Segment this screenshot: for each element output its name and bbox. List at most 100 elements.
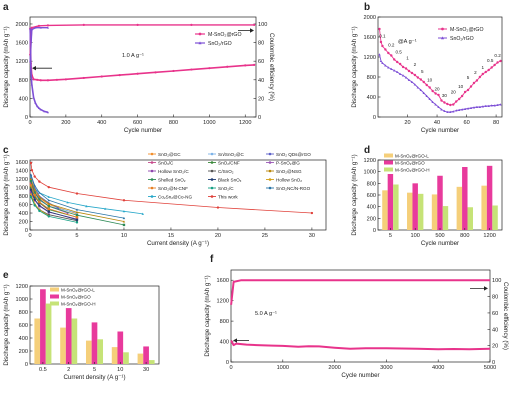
y2-axis-label: Coulombic efficiency (%): [268, 33, 275, 101]
data-point: [33, 184, 36, 187]
bar: [393, 184, 399, 230]
data-point: [47, 195, 50, 198]
data-point: [460, 108, 464, 111]
x-tick-label: 2000: [328, 365, 340, 371]
legend-label: M-SnO₂@rGO: [208, 32, 242, 38]
legend-marker: [268, 169, 272, 173]
data-point: [30, 26, 33, 29]
y-axis-label: Discharge capacity (mAh g⁻¹): [351, 154, 358, 235]
x-tick-label: 500: [435, 233, 444, 239]
data-point: [410, 80, 414, 83]
data-point: [226, 65, 229, 68]
data-point: [39, 108, 42, 111]
right-arrow-head: [484, 286, 488, 291]
y-tick-label: 1200: [217, 299, 229, 305]
data-point: [29, 173, 33, 176]
data-point: [38, 180, 41, 183]
data-point: [398, 62, 402, 66]
legend-label: Sn/SnO₂@C: [218, 152, 245, 157]
legend-marker: [198, 32, 202, 36]
y-tick-label: 800: [367, 75, 376, 81]
data-point: [487, 68, 490, 72]
data-point: [425, 94, 428, 97]
y2-tick-label: 0: [492, 360, 495, 366]
rate-label: 0.2: [388, 43, 395, 48]
legend-swatch: [384, 160, 393, 165]
rate-label: 2: [414, 62, 417, 67]
data-point: [29, 69, 32, 72]
legend-label: Co₂Sn₂@Co-NG: [158, 195, 192, 200]
data-point: [75, 210, 79, 214]
x-axis-label: Cycle number: [421, 127, 459, 134]
data-point: [490, 104, 493, 107]
data-point: [404, 76, 408, 79]
legend-label: SnO₂/rGO: [208, 41, 232, 47]
bar: [71, 318, 78, 364]
rate-label: 0.2: [494, 53, 501, 58]
bar: [412, 183, 418, 230]
legend-marker: [210, 186, 214, 190]
y-tick-label: 400: [220, 340, 229, 346]
data-point: [85, 205, 88, 208]
data-point: [122, 220, 126, 223]
bar: [65, 308, 72, 364]
data-point: [47, 199, 50, 202]
x-tick-label: 800: [169, 120, 178, 126]
data-point: [484, 104, 487, 107]
rate-label: 0.5: [487, 58, 494, 63]
y-axis-label: Discharge capacity (mAh g⁻¹): [351, 26, 358, 107]
x-tick-label: 100: [411, 233, 420, 239]
legend-marker: [150, 161, 154, 164]
y2-tick-label: 20: [492, 344, 498, 350]
data-point: [463, 90, 467, 94]
data-point: [56, 206, 60, 209]
data-point: [33, 198, 36, 201]
data-point: [466, 107, 470, 110]
data-point: [29, 177, 33, 181]
bar: [85, 340, 92, 364]
data-point: [384, 64, 387, 67]
bar: [486, 165, 493, 230]
x-tick-label: 3000: [380, 365, 392, 371]
bar: [97, 339, 104, 364]
legend-marker: [150, 169, 154, 173]
data-point: [118, 74, 121, 77]
data-point: [75, 208, 79, 211]
x-tick-label: 0: [229, 365, 232, 371]
panel-letter: c: [3, 145, 9, 156]
y-tick-label: 2000: [364, 15, 376, 21]
rate-label: 1: [406, 56, 409, 61]
legend-label: P-SnO₂@G: [276, 161, 300, 166]
bar: [117, 331, 124, 364]
data-point: [472, 81, 476, 85]
y-tick-label: 0: [25, 115, 28, 121]
data-point: [75, 221, 79, 224]
data-point: [37, 24, 41, 27]
data-point: [33, 175, 36, 178]
y-tick-label: 600: [19, 203, 28, 209]
bar: [148, 360, 155, 364]
y-axis-label: Discharge capacity (mAh g⁻¹): [3, 154, 10, 235]
data-point: [39, 26, 42, 29]
y-tick-label: 600: [19, 323, 28, 329]
rate-label: 30: [442, 93, 448, 98]
data-point: [75, 192, 79, 195]
data-point: [379, 59, 383, 62]
legend-marker: [268, 161, 272, 164]
rate-label: 20: [434, 87, 440, 92]
x-axis-label: Current density (A g⁻¹): [147, 240, 209, 247]
y-tick-label: 800: [19, 194, 28, 200]
y-axis-label: Discharge capacity (mAh g⁻¹): [204, 275, 211, 356]
data-point: [493, 63, 496, 67]
data-point: [469, 106, 473, 109]
data-point: [410, 71, 414, 75]
bar: [45, 303, 52, 364]
data-point: [75, 213, 79, 217]
y-tick-label: 1200: [16, 59, 28, 65]
data-point: [393, 69, 396, 72]
y-tick-label: 400: [367, 205, 376, 211]
data-point: [481, 72, 485, 76]
y2-tick-label: 40: [492, 327, 498, 333]
data-point: [419, 88, 423, 91]
